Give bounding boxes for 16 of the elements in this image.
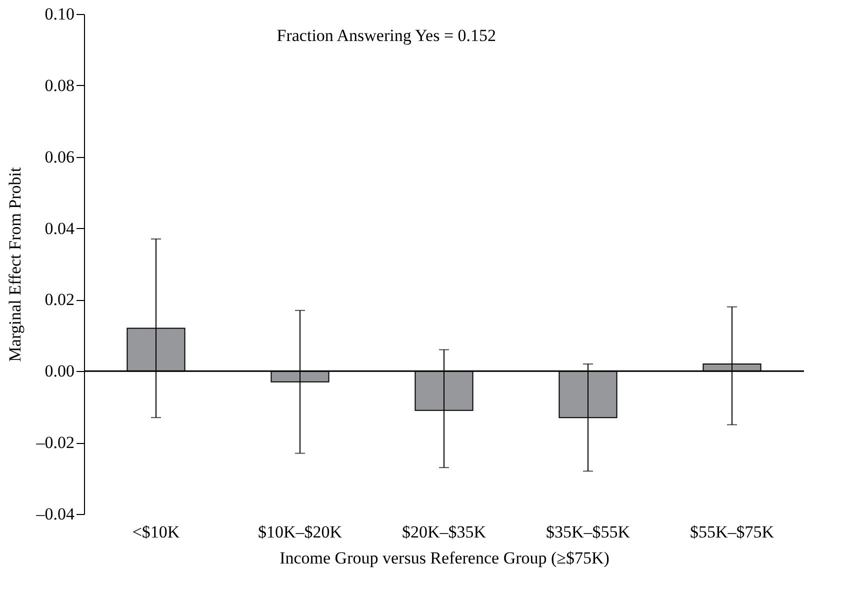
x-axis-title: Income Group versus Reference Group (≥$75K) xyxy=(280,548,610,568)
y-tick-label: –0.04 xyxy=(35,504,75,524)
y-axis-title: Marginal Effect From Probit xyxy=(5,167,24,362)
x-tick-label: $35K–$55K xyxy=(546,522,631,542)
annotation: Fraction Answering Yes = 0.152 xyxy=(276,26,496,45)
y-tick-label: 0.04 xyxy=(44,218,75,238)
y-tick-label: 0.06 xyxy=(44,147,74,166)
x-tick-label: $20K–$35K xyxy=(402,522,487,542)
y-tick-label: –0.02 xyxy=(35,433,74,452)
y-tick-label: 0.10 xyxy=(44,4,74,24)
x-tick-label: $10K–$20K xyxy=(258,522,343,542)
x-tick-label: <$10K xyxy=(132,522,180,542)
y-tick-label: 0.02 xyxy=(44,290,74,310)
y-tick-label: 0.00 xyxy=(44,362,74,381)
y-tick-label: 0.08 xyxy=(44,76,74,95)
x-tick-label: $55K–$75K xyxy=(690,522,775,542)
